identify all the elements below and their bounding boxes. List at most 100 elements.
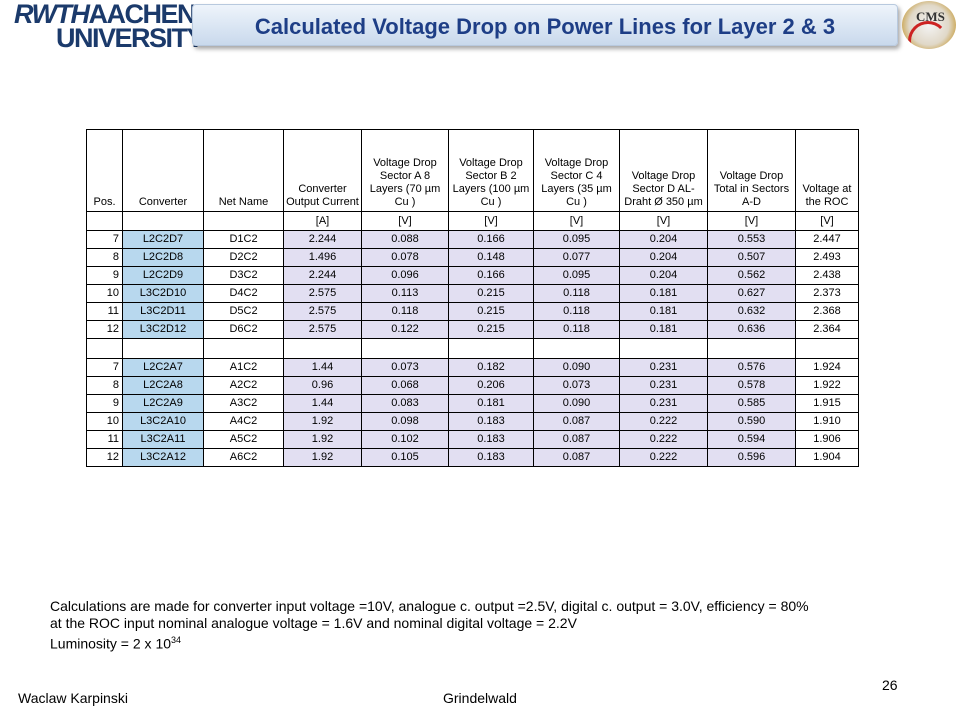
table-cell: 0.090	[533, 394, 620, 413]
table-cell: A3C2	[203, 394, 284, 413]
table-cell: 1.904	[795, 448, 859, 467]
table-cell: 0.231	[619, 376, 708, 395]
table-cell: D3C2	[203, 266, 284, 285]
table-cell: L2C2A9	[122, 394, 204, 413]
table-cell: 0.118	[361, 302, 449, 321]
table-cell: 1.922	[795, 376, 859, 395]
units-row: [A] [V] [V] [V] [V] [V] [V]	[86, 211, 859, 231]
empty-cell	[203, 338, 284, 359]
table-cell: D4C2	[203, 284, 284, 303]
table-cell: 2.447	[795, 230, 859, 249]
footer-location: Grindelwald	[443, 690, 517, 706]
notes-line-2: at the ROC input nominal analogue voltag…	[50, 615, 577, 631]
voltage-drop-table: Pos. Converter Net Name Converter Output Cu…	[86, 129, 859, 467]
table-cell: 1.924	[795, 358, 859, 377]
rwth-logo: RWTHAACHEN UNIVERSITY	[4, 0, 205, 52]
table-cell: 8	[86, 376, 123, 395]
table-cell: 0.627	[707, 284, 796, 303]
slide-header: RWTHAACHEN UNIVERSITY Calculated Voltage…	[0, 0, 960, 52]
table-cell: 0.113	[361, 284, 449, 303]
table-cell: 0.095	[533, 266, 620, 285]
table-cell: 0.590	[707, 412, 796, 431]
unit-cell: [A]	[283, 211, 362, 231]
table-cell: 2.373	[795, 284, 859, 303]
table-cell: 12	[86, 320, 123, 339]
table-cell: 1.915	[795, 394, 859, 413]
table-cell: 0.183	[448, 430, 534, 449]
unit-cell	[203, 211, 284, 231]
table-cell: A5C2	[203, 430, 284, 449]
column-header: Voltage at the ROC	[795, 129, 859, 212]
table-cell: 0.183	[448, 448, 534, 467]
table-row: 10 L3C2A10 A4C2 1.92 0.098 0.183 0.087 0.222 0.5…	[86, 412, 859, 431]
table-cell: 9	[86, 394, 123, 413]
table-cell: 0.204	[619, 248, 708, 267]
table-cell: 0.231	[619, 358, 708, 377]
table-cell: 2.575	[283, 284, 362, 303]
table-cell: 0.166	[448, 230, 534, 249]
table-cell: 0.231	[619, 394, 708, 413]
table-cell: 0.182	[448, 358, 534, 377]
column-header: Voltage Drop Total in Sectors A-D	[707, 129, 796, 212]
table-cell: 1.496	[283, 248, 362, 267]
table-row: 7 L2C2A7 A1C2 1.44 0.073 0.182 0.090 0.231 0.576…	[86, 358, 859, 377]
table-cell: 0.118	[533, 284, 620, 303]
table-cell: 0.102	[361, 430, 449, 449]
table-cell: A6C2	[203, 448, 284, 467]
table-cell: 2.244	[283, 230, 362, 249]
table-cell: 1.44	[283, 358, 362, 377]
table-cell: 0.181	[448, 394, 534, 413]
column-header: Converter	[122, 129, 204, 212]
table-cell: 0.632	[707, 302, 796, 321]
table-cell: 8	[86, 248, 123, 267]
table-cell: 0.095	[533, 230, 620, 249]
table-cell: 0.553	[707, 230, 796, 249]
table-cell: 10	[86, 412, 123, 431]
footer-author: Waclaw Karpinski	[18, 690, 128, 706]
slide-title: Calculated Voltage Drop on Power Lines f…	[254, 14, 836, 39]
table-cell: L3C2A10	[122, 412, 204, 431]
table-cell: D2C2	[203, 248, 284, 267]
logo-aachen: AACHEN	[88, 0, 197, 29]
table-cell: 0.118	[533, 320, 620, 339]
table-cell: 7	[86, 230, 123, 249]
table-cell: L2C2A7	[122, 358, 204, 377]
empty-cell	[361, 338, 449, 359]
logo-rwth: RWTH	[14, 0, 90, 29]
table-cell: 2.368	[795, 302, 859, 321]
table-cell: 0.068	[361, 376, 449, 395]
empty-cell	[619, 338, 708, 359]
table-cell: 0.166	[448, 266, 534, 285]
table-cell: 9	[86, 266, 123, 285]
cms-logo: CMS	[902, 1, 956, 49]
table-row: 12 L3C2D12 D6C2 2.575 0.122 0.215 0.118 0.181 0.…	[86, 320, 859, 339]
empty-cell	[533, 338, 620, 359]
unit-cell: [V]	[533, 211, 620, 231]
table-cell: 0.078	[361, 248, 449, 267]
table-cell: 0.594	[707, 430, 796, 449]
unit-cell: [V]	[707, 211, 796, 231]
empty-cell	[707, 338, 796, 359]
unit-cell: [V]	[795, 211, 859, 231]
table-cell: L3C2A12	[122, 448, 204, 467]
table-row: 8 L2C2A8 A2C2 0.96 0.068 0.206 0.073 0.231 0.578…	[86, 376, 859, 395]
table-cell: 0.118	[533, 302, 620, 321]
table-cell: 0.507	[707, 248, 796, 267]
table-row: 8 L2C2D8 D2C2 1.496 0.078 0.148 0.077 0.204 0.50…	[86, 248, 859, 267]
table-cell: L2C2A8	[122, 376, 204, 395]
table-cell: 0.204	[619, 230, 708, 249]
table-cell: 0.098	[361, 412, 449, 431]
table-cell: 12	[86, 448, 123, 467]
table-cell: 0.105	[361, 448, 449, 467]
table-cell: 0.215	[448, 284, 534, 303]
table-cell: 2.575	[283, 320, 362, 339]
logo-line1: RWTHAACHEN	[14, 0, 197, 29]
table-cell: 7	[86, 358, 123, 377]
table-row: 9 L2C2A9 A3C2 1.44 0.083 0.181 0.090 0.231 0.585…	[86, 394, 859, 413]
table-cell: D1C2	[203, 230, 284, 249]
table-row: 11 L3C2D11 D5C2 2.575 0.118 0.215 0.118 0.181 0.…	[86, 302, 859, 321]
column-header: Pos.	[86, 129, 123, 212]
calculation-notes: Calculations are made for converter inpu…	[50, 598, 809, 653]
table-cell: L2C2D7	[122, 230, 204, 249]
column-header: Converter Output Current	[283, 129, 362, 212]
